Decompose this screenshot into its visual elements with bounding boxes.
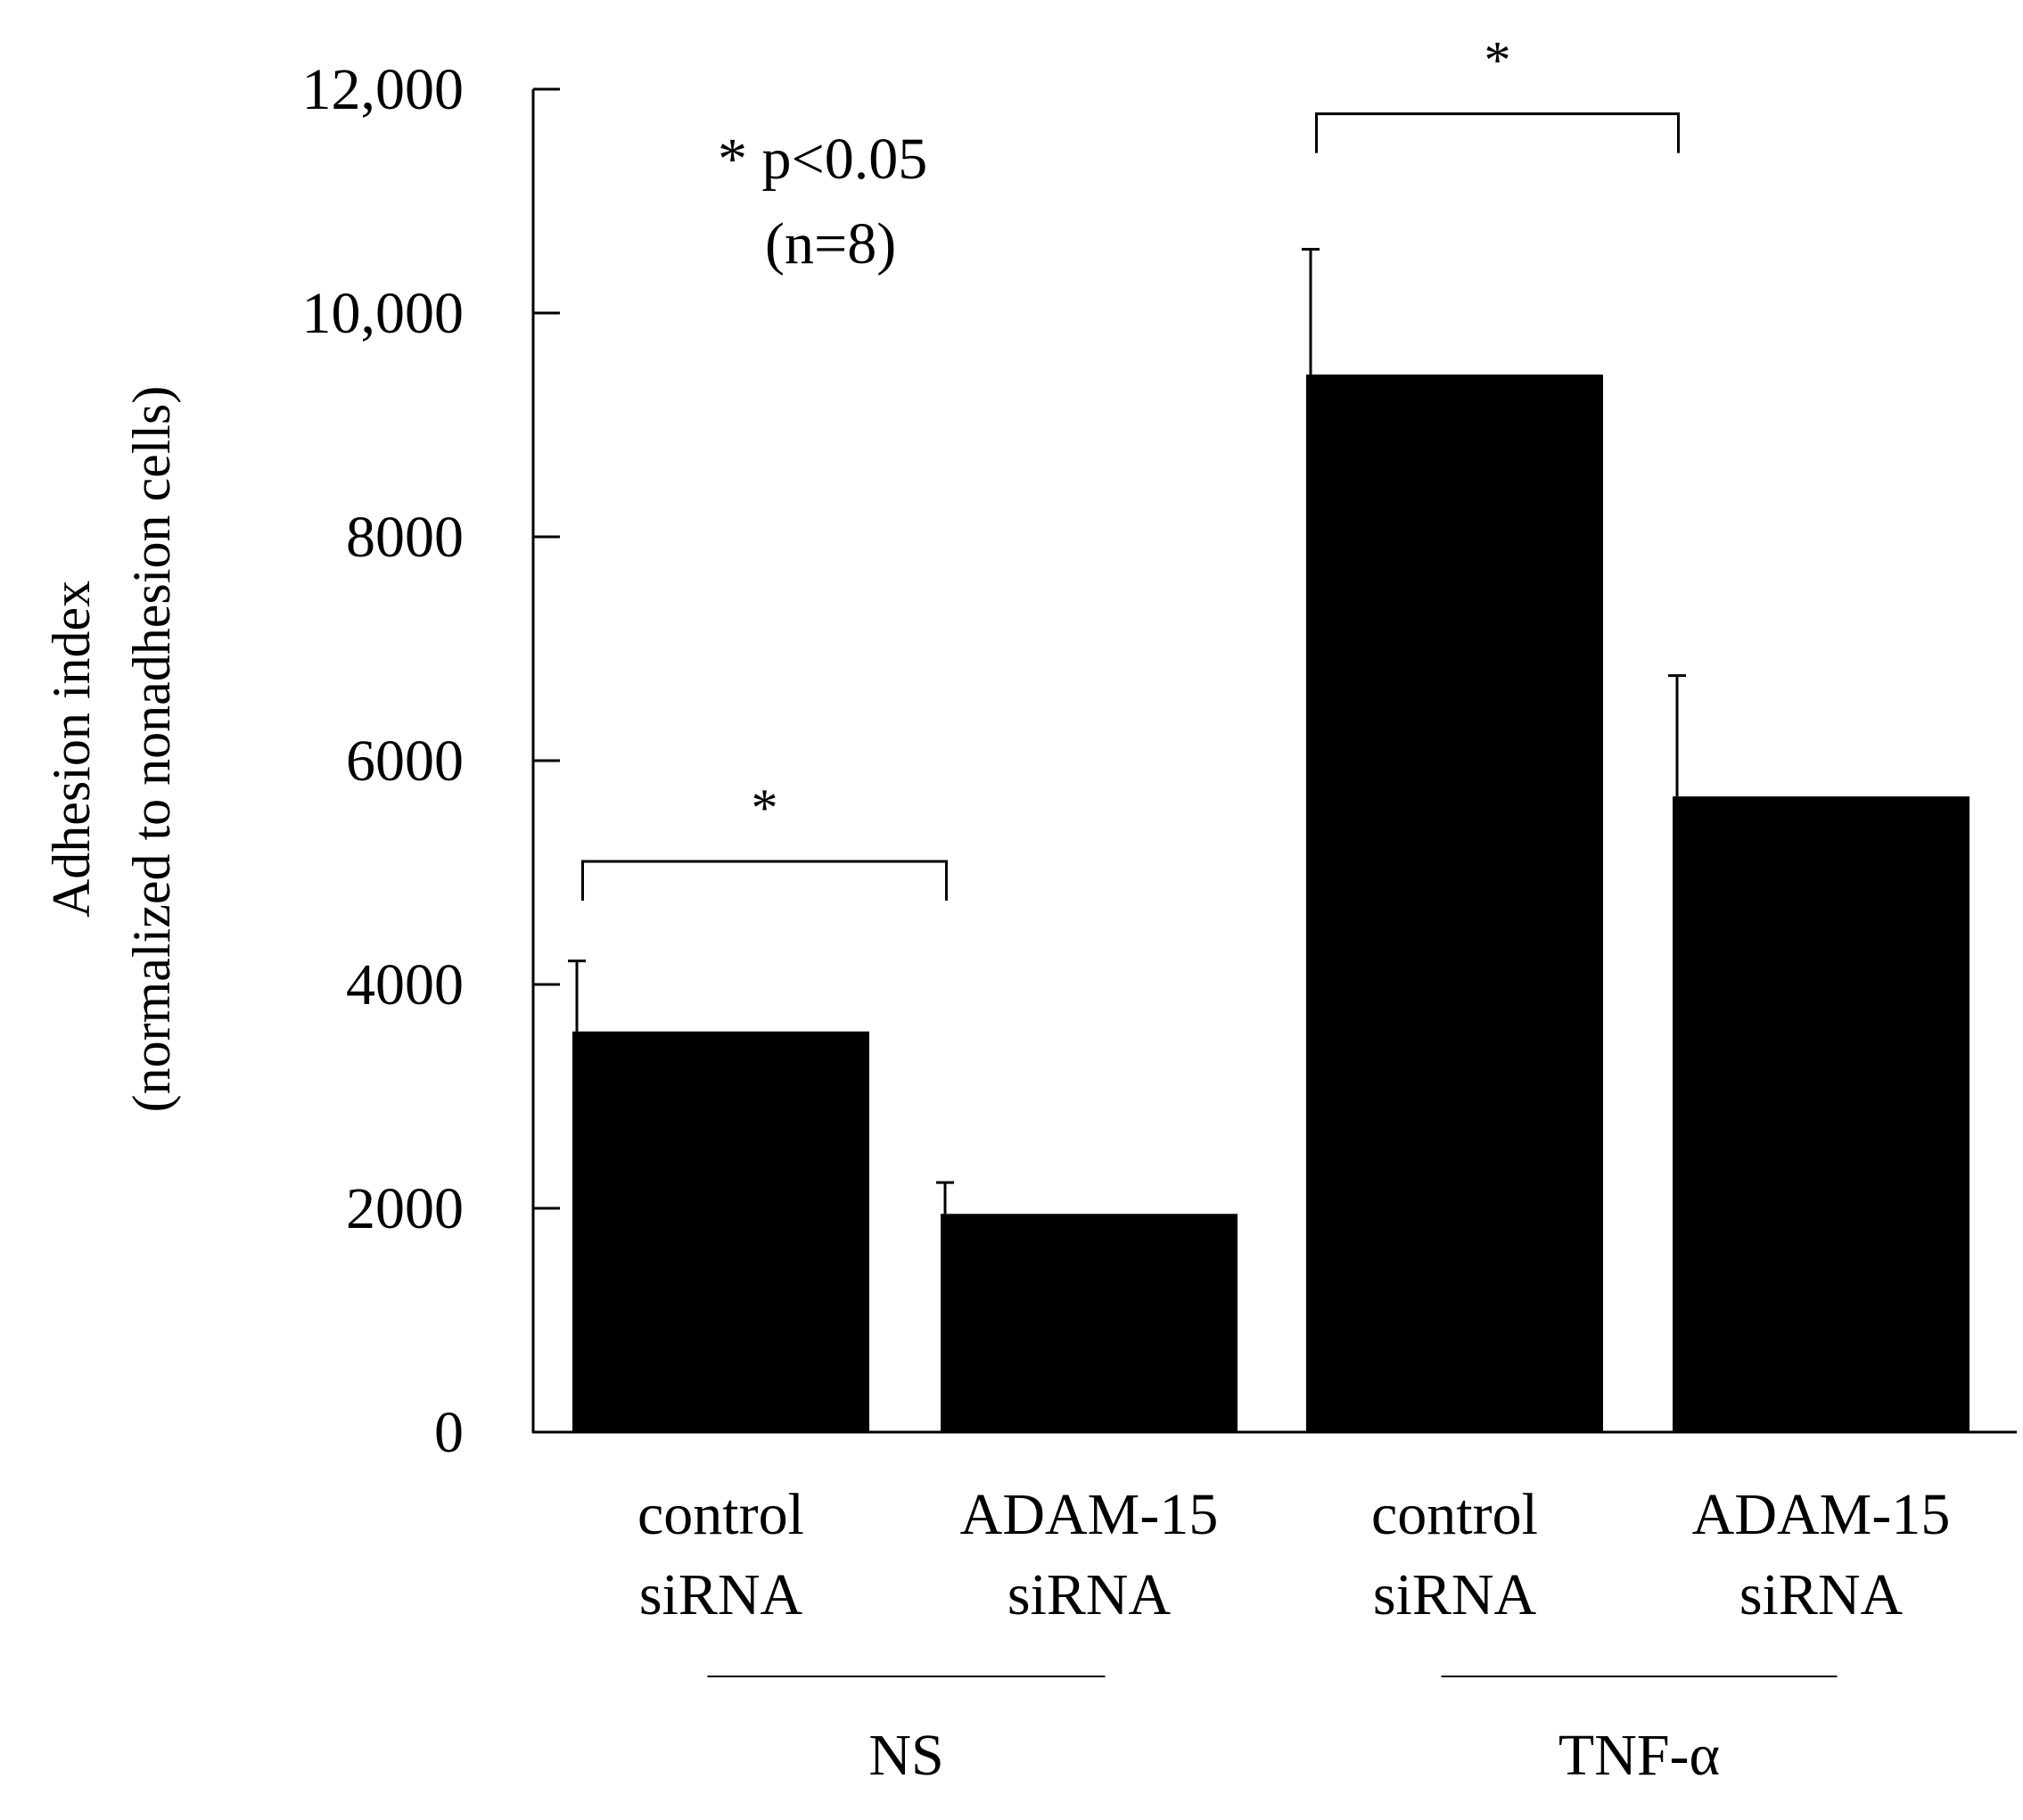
x-tick-label-line1: ADAM-15 <box>960 1482 1219 1547</box>
x-tick-label-line1: control <box>637 1482 804 1547</box>
x-tick-label-line2: siRNA <box>639 1562 803 1627</box>
y-tick-label: 0 <box>434 1400 464 1465</box>
significance-bracket <box>1315 112 1680 153</box>
significance-star: * <box>1484 31 1511 90</box>
y-tick-label: 4000 <box>346 952 464 1017</box>
y-tick-label: 12,000 <box>302 57 465 122</box>
bar <box>1673 796 1970 1432</box>
bar <box>572 1031 869 1432</box>
y-axis-label-line2: (normalized to nonadhesion cells) <box>122 386 181 1113</box>
y-tick-label: 10,000 <box>302 281 465 346</box>
group-label: TNF-α <box>1558 1723 1720 1788</box>
bar <box>941 1214 1238 1432</box>
p-value-note: * p<0.05 <box>718 127 927 192</box>
significance-note: * p<0.05 (n=8) <box>718 127 927 276</box>
x-tick-label-line2: siRNA <box>1373 1562 1537 1627</box>
x-tick-label-line1: ADAM-15 <box>1692 1482 1951 1547</box>
x-tick-label-line1: control <box>1371 1482 1538 1547</box>
group-label: NS <box>868 1723 943 1788</box>
y-tick-label: 2000 <box>346 1176 464 1241</box>
y-axis-label-line1: Adhesion index <box>42 581 101 918</box>
y-tick-label: 6000 <box>346 729 464 794</box>
y-axis-label: Adhesion index (normalized to nonadhesio… <box>42 386 181 1113</box>
n-value-note: (n=8) <box>765 211 896 276</box>
significance-star: * <box>752 778 778 837</box>
x-tick-label-line2: siRNA <box>1007 1562 1172 1627</box>
y-tick-label: 8000 <box>346 505 464 570</box>
x-tick-label-line2: siRNA <box>1739 1562 1904 1627</box>
significance-bracket <box>581 860 948 901</box>
bar <box>1306 375 1603 1432</box>
